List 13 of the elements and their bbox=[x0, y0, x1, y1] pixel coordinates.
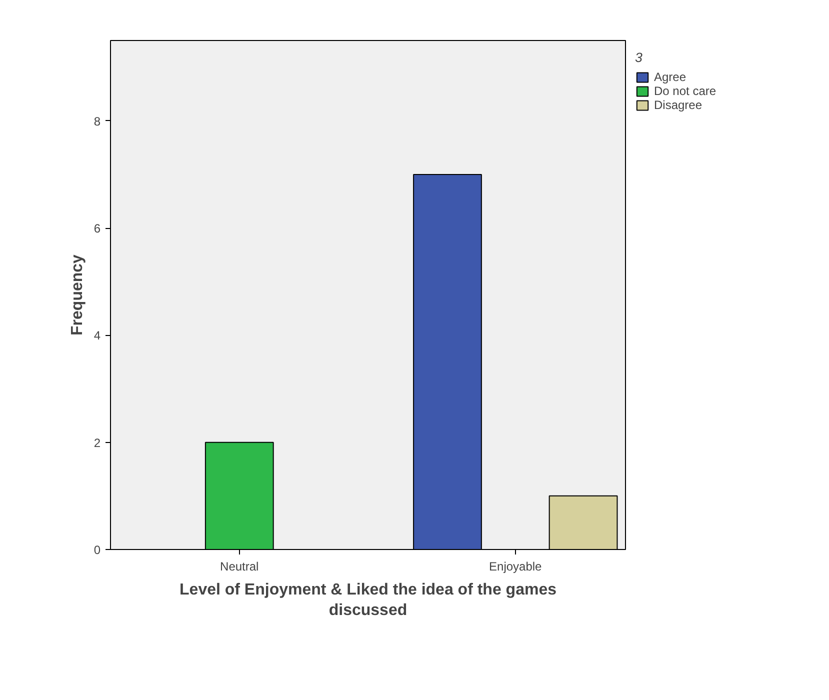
y-tick-label: 4 bbox=[94, 328, 101, 343]
y-tick-label: 8 bbox=[94, 114, 101, 128]
y-tick-label: 0 bbox=[94, 543, 101, 557]
x-tick-label: Neutral bbox=[220, 560, 259, 574]
y-axis-title: Frequency bbox=[68, 254, 86, 336]
x-tick-label: Enjoyable bbox=[489, 560, 542, 574]
y-tick-label: 2 bbox=[94, 436, 101, 450]
x-axis-title: Level of Enjoyment & Liked the idea of the games discussed bbox=[180, 582, 557, 619]
legend-label: Do not care bbox=[654, 84, 716, 98]
y-tick-label: 6 bbox=[94, 222, 101, 236]
legend-title: 3 bbox=[635, 50, 644, 65]
legend-label: Disagree bbox=[654, 98, 702, 112]
legend-label: Agree bbox=[654, 70, 686, 84]
